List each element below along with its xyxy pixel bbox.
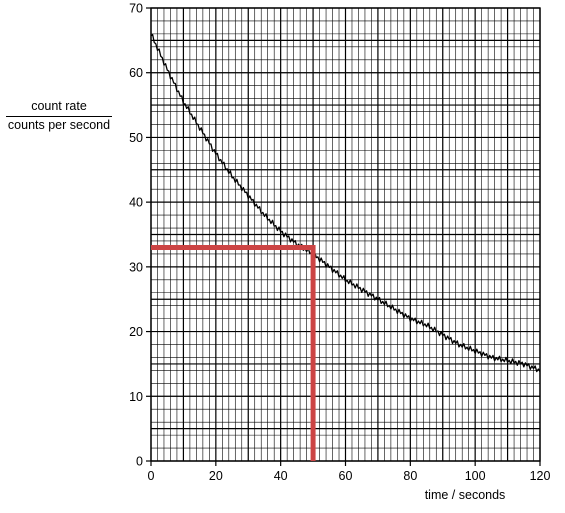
- y-tick-label: 60: [129, 66, 143, 80]
- reference-lines: [151, 244, 316, 461]
- x-tick-label: 0: [148, 469, 155, 483]
- y-axis-label-bottom: counts per second: [7, 118, 111, 132]
- series: [150, 33, 541, 373]
- x-tick-label: 20: [209, 469, 223, 483]
- y-tick-label: 70: [129, 2, 143, 16]
- x-tick-label: 60: [339, 469, 353, 483]
- decay-curve: [150, 33, 541, 373]
- y-tick-label: 40: [129, 196, 143, 210]
- tick-labels: 0 20 40 60 80 100 120 0 10 20 30 40 50 60 70: [129, 2, 550, 484]
- x-tick-label: 40: [274, 469, 288, 483]
- x-tick-label: 80: [403, 469, 417, 483]
- y-tick-label: 10: [129, 390, 143, 404]
- y-tick-label: 0: [136, 455, 143, 469]
- x-tick-label: 120: [530, 469, 551, 483]
- y-axis-label-fraction-bar: [6, 116, 112, 117]
- y-tick-label: 20: [129, 325, 143, 339]
- y-tick-label: 50: [129, 131, 143, 145]
- x-tick-label: 100: [465, 469, 486, 483]
- axes: [146, 7, 541, 466]
- y-tick-label: 30: [129, 260, 143, 274]
- x-axis-label: time / seconds: [424, 488, 506, 502]
- y-axis-label-top: count rate: [31, 99, 87, 113]
